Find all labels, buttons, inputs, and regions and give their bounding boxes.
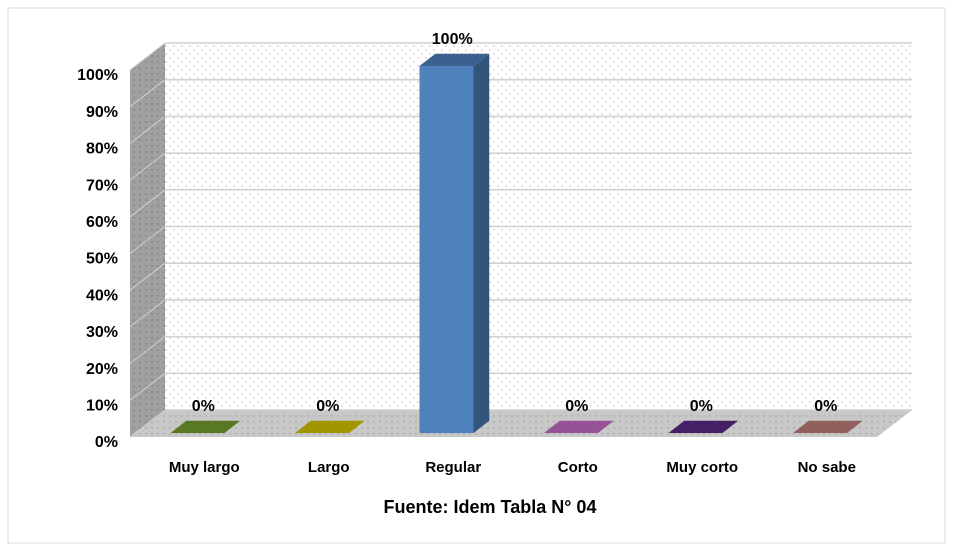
data-label: 100% [432,31,473,48]
x-tick-label: Corto [558,459,598,476]
y-tick-label: 50% [86,251,118,268]
x-tick-label: Muy corto [666,459,738,476]
bar [419,65,474,433]
side-grid-line [129,42,166,71]
y-tick-label: 10% [86,398,118,415]
side-grid-line [129,152,166,181]
bar-top [544,420,614,433]
y-tick-label: 60% [86,214,118,231]
y-tick-label: 80% [86,141,118,158]
y-tick-label: 40% [86,287,118,304]
x-axis-title: Fuente: Idem Tabla N° 04 [384,497,597,517]
side-grid-line [129,189,166,218]
x-tick-label: Largo [308,459,350,476]
side-grid-line [129,299,166,328]
side-grid-line [129,79,166,108]
side-grid-line [129,409,166,438]
data-label: 0% [192,398,215,415]
data-label: 0% [316,398,339,415]
side-grid-line [129,372,166,401]
y-tick-label: 70% [86,177,118,194]
x-tick-label: Muy largo [169,459,240,476]
y-tick-label: 20% [86,361,118,378]
side-grid-line [129,116,166,144]
bar-top [170,420,241,433]
y-tick-label: 0% [95,434,118,451]
data-label: 0% [565,398,588,415]
bar-side [473,53,490,433]
x-tick-label: No sabe [798,459,856,476]
side-grid-line [129,262,166,291]
y-tick-label: 30% [86,324,118,341]
data-label: 0% [690,398,713,415]
x-tick-label: Regular [425,459,481,476]
bar-top [793,420,863,433]
walls [130,43,912,437]
y-tick-label: 100% [77,67,118,84]
bar-top [295,420,365,433]
side-grid-line [129,336,166,364]
data-label: 0% [814,398,837,415]
side-grid-line [129,226,166,254]
y-tick-label: 90% [86,104,118,121]
bar-top [668,420,739,433]
bar-top [419,53,490,66]
